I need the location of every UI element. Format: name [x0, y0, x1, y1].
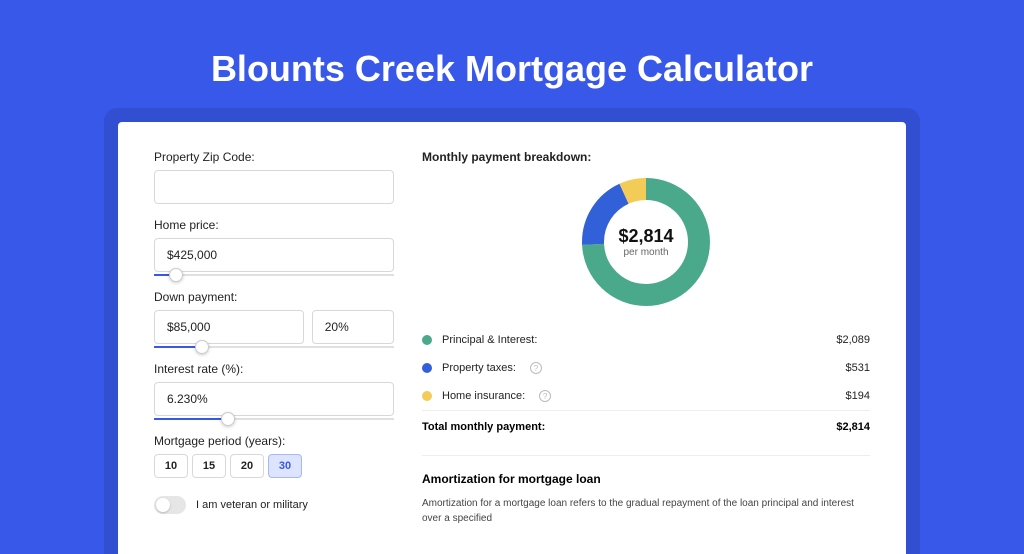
- legend-label: Principal & Interest:: [442, 334, 537, 346]
- interest-slider[interactable]: [154, 418, 394, 420]
- legend: Principal & Interest: $2,089 Property taxe…: [422, 326, 870, 410]
- down-payment-input[interactable]: [154, 310, 304, 344]
- amortization-text: Amortization for a mortgage loan refers …: [422, 496, 870, 526]
- legend-label: Home insurance:: [442, 390, 525, 402]
- legend-dot: [422, 335, 432, 345]
- interest-label: Interest rate (%):: [154, 362, 394, 376]
- veteran-toggle[interactable]: [154, 496, 186, 514]
- zip-label: Property Zip Code:: [154, 150, 394, 164]
- period-label: Mortgage period (years):: [154, 434, 394, 448]
- amortization-title: Amortization for mortgage loan: [422, 472, 870, 486]
- info-icon[interactable]: ?: [530, 362, 542, 374]
- home-price-slider[interactable]: [154, 274, 394, 276]
- legend-row: Principal & Interest: $2,089: [422, 326, 870, 354]
- breakdown-title: Monthly payment breakdown:: [422, 150, 870, 164]
- page-title: Blounts Creek Mortgage Calculator: [0, 48, 1024, 90]
- toggle-knob: [156, 498, 170, 512]
- down-payment-pct-input[interactable]: [312, 310, 394, 344]
- period-button-20[interactable]: 20: [230, 454, 264, 478]
- down-payment-label: Down payment:: [154, 290, 394, 304]
- legend-value: $2,089: [836, 334, 870, 346]
- down-payment-slider[interactable]: [154, 346, 394, 348]
- legend-label: Property taxes:: [442, 362, 516, 374]
- period-button-15[interactable]: 15: [192, 454, 226, 478]
- period-button-30[interactable]: 30: [268, 454, 302, 478]
- veteran-label: I am veteran or military: [196, 499, 308, 511]
- legend-value: $531: [846, 362, 870, 374]
- legend-row: Home insurance:? $194: [422, 382, 870, 410]
- legend-row: Property taxes:? $531: [422, 354, 870, 382]
- donut-sub: per month: [623, 247, 668, 258]
- inputs-column: Property Zip Code: Home price: Down paym…: [154, 150, 394, 526]
- interest-input[interactable]: [154, 382, 394, 416]
- home-price-label: Home price:: [154, 218, 394, 232]
- home-price-input[interactable]: [154, 238, 394, 272]
- amortization-section: Amortization for mortgage loan Amortizat…: [422, 455, 870, 526]
- legend-dot: [422, 363, 432, 373]
- legend-dot: [422, 391, 432, 401]
- donut-amount: $2,814: [618, 226, 673, 247]
- legend-value: $194: [846, 390, 870, 402]
- breakdown-column: Monthly payment breakdown: $2,814 per mo…: [422, 150, 870, 526]
- total-label: Total monthly payment:: [422, 421, 545, 433]
- total-value: $2,814: [836, 421, 870, 433]
- info-icon[interactable]: ?: [539, 390, 551, 402]
- zip-input[interactable]: [154, 170, 394, 204]
- period-button-10[interactable]: 10: [154, 454, 188, 478]
- period-buttons: 10152030: [154, 454, 394, 478]
- calculator-card: Property Zip Code: Home price: Down paym…: [118, 122, 906, 554]
- donut-chart: $2,814 per month: [582, 178, 710, 306]
